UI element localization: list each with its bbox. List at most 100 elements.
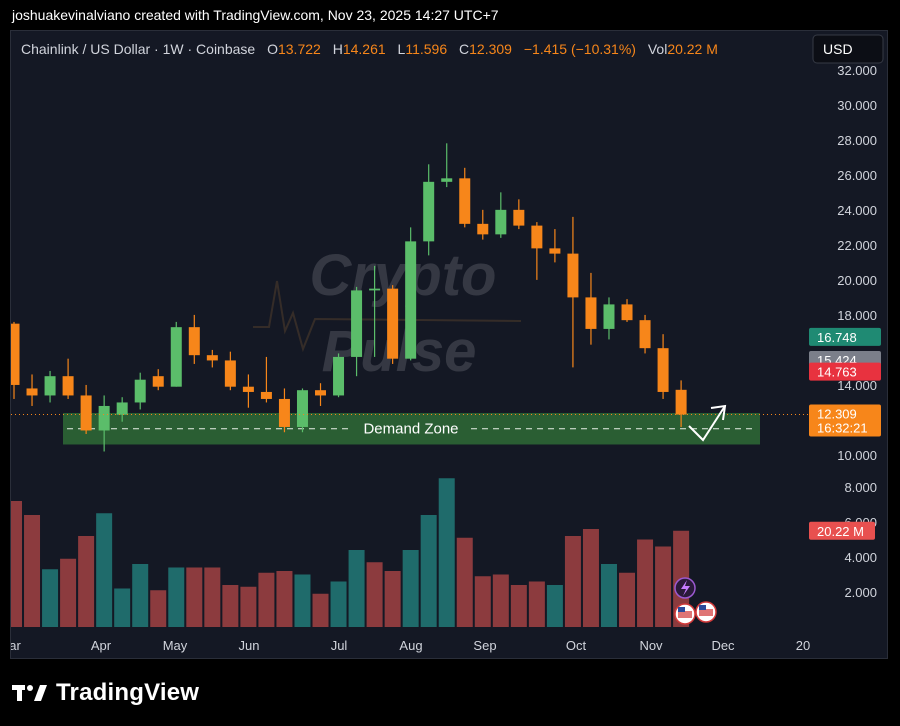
- time-tick-label: ar: [11, 638, 21, 653]
- candle: [387, 285, 399, 364]
- price-badge: [809, 404, 881, 437]
- volume-bar: [42, 569, 59, 627]
- us-flag-canton-2: [699, 605, 706, 610]
- tradingview-brand: TradingView: [56, 679, 200, 706]
- candle: [80, 384, 92, 434]
- candle: [296, 388, 308, 433]
- time-tick-label: Oct: [566, 638, 587, 653]
- volume-tick-label: 2.000: [844, 585, 877, 600]
- legend-open-label: O: [267, 41, 278, 57]
- time-axis[interactable]: ar Apr May Jun Jul Aug Sep Oct Nov Dec 20: [11, 638, 810, 653]
- candle: [206, 349, 218, 368]
- volume-bar: [348, 550, 365, 627]
- candle-body: [80, 395, 92, 431]
- volume-bar: [132, 564, 149, 627]
- candle: [116, 397, 128, 422]
- candle: [98, 395, 110, 452]
- volume-bar: [384, 571, 401, 627]
- volume-bar: [582, 529, 599, 627]
- price-tick-label: 28.000: [837, 133, 877, 148]
- candlestick-chart[interactable]: Crypto Pulse Demand Zone 32.000 30.000 28.…: [11, 31, 887, 658]
- volume-bar: [168, 567, 185, 627]
- volume-bar: [438, 478, 455, 627]
- candle-body: [315, 390, 327, 396]
- volume-tick-label: 4.000: [844, 550, 877, 565]
- volume-bar: [619, 572, 636, 627]
- price-badge: [809, 362, 881, 381]
- watermark-logo: Crypto Pulse: [253, 243, 522, 384]
- watermark-pulse-line: [253, 280, 522, 353]
- candle: [513, 199, 525, 230]
- candle-body: [657, 348, 669, 392]
- volume-bar: [402, 550, 419, 627]
- price-axis[interactable]: 32.000 30.000 28.000 26.000 24.000 22.000 20.0…: [837, 63, 877, 600]
- volume-bar: [24, 515, 41, 627]
- candle-body: [585, 297, 597, 329]
- us-flag-stripes: [678, 611, 692, 618]
- price-badge-text: 16.748: [817, 330, 857, 345]
- time-tick-label: Apr: [91, 638, 112, 653]
- time-tick-label: Jul: [331, 638, 348, 653]
- candle-body: [405, 241, 417, 359]
- price-badge-text: 12.309: [817, 407, 857, 422]
- candle-body: [387, 288, 399, 359]
- projection-arrow[interactable]: [688, 404, 727, 442]
- candle-body: [98, 405, 110, 431]
- candle: [278, 388, 290, 433]
- volume-bar: [150, 590, 167, 627]
- candle: [675, 380, 687, 428]
- volume-bar: [528, 581, 545, 627]
- candle-body: [459, 178, 471, 224]
- price-tick-label: 18.000: [837, 308, 877, 323]
- demand-zone[interactable]: Demand Zone: [63, 412, 760, 445]
- candle: [152, 369, 164, 391]
- volume-bar: [240, 586, 257, 627]
- currency-button[interactable]: USD: [812, 34, 884, 64]
- chart-panel[interactable]: Crypto Pulse Demand Zone 32.000 30.000 28.…: [10, 30, 888, 659]
- volume-badge: [809, 521, 875, 540]
- event-icons[interactable]: [674, 577, 717, 625]
- candle: [44, 370, 56, 403]
- candle-body: [170, 327, 182, 387]
- price-tick-label: 14.000: [837, 378, 877, 393]
- candle: [260, 356, 272, 403]
- candle: [441, 143, 453, 188]
- candle: [603, 297, 615, 340]
- volume-bar: [312, 593, 329, 627]
- volume-bar: [456, 537, 473, 627]
- price-badge: [809, 327, 881, 346]
- volume-bar: [546, 585, 563, 627]
- volume-bar: [186, 567, 203, 627]
- candle-body: [477, 223, 489, 235]
- volume-tick-label: 8.000: [844, 480, 877, 495]
- us-flag-stripes-2: [699, 609, 713, 616]
- time-tick-label: May: [163, 638, 188, 653]
- candle: [549, 229, 561, 263]
- candle: [134, 372, 146, 410]
- price-tick-label: 22.000: [837, 238, 877, 253]
- volume-bar: [60, 558, 77, 627]
- candle: [477, 209, 489, 240]
- candle-body: [44, 376, 56, 396]
- legend-high-value: 14.261: [343, 41, 386, 57]
- price-tick-label: 24.000: [837, 203, 877, 218]
- currency-button-label: USD: [823, 41, 853, 57]
- candle: [639, 314, 651, 354]
- candle-body: [675, 389, 687, 415]
- legend-close-label: C: [459, 41, 469, 57]
- volume-bar: [366, 562, 383, 627]
- candle: [585, 272, 597, 345]
- candle-body: [278, 398, 290, 427]
- candle-body: [134, 379, 146, 403]
- candle-body: [260, 391, 272, 399]
- candle: [11, 321, 20, 399]
- volume-badge-text: 20.22 M: [817, 524, 864, 539]
- chart-credit: joshuakevinalviano created with TradingV…: [12, 7, 499, 23]
- candle-body: [116, 402, 128, 415]
- legend-close-value: 12.309: [469, 41, 512, 57]
- price-badge-countdown: 16:32:21: [817, 421, 868, 436]
- price-tick-label: 32.000: [837, 63, 877, 78]
- candle: [170, 321, 182, 387]
- legend-open-value: 13.722: [278, 41, 321, 57]
- candle: [495, 192, 507, 238]
